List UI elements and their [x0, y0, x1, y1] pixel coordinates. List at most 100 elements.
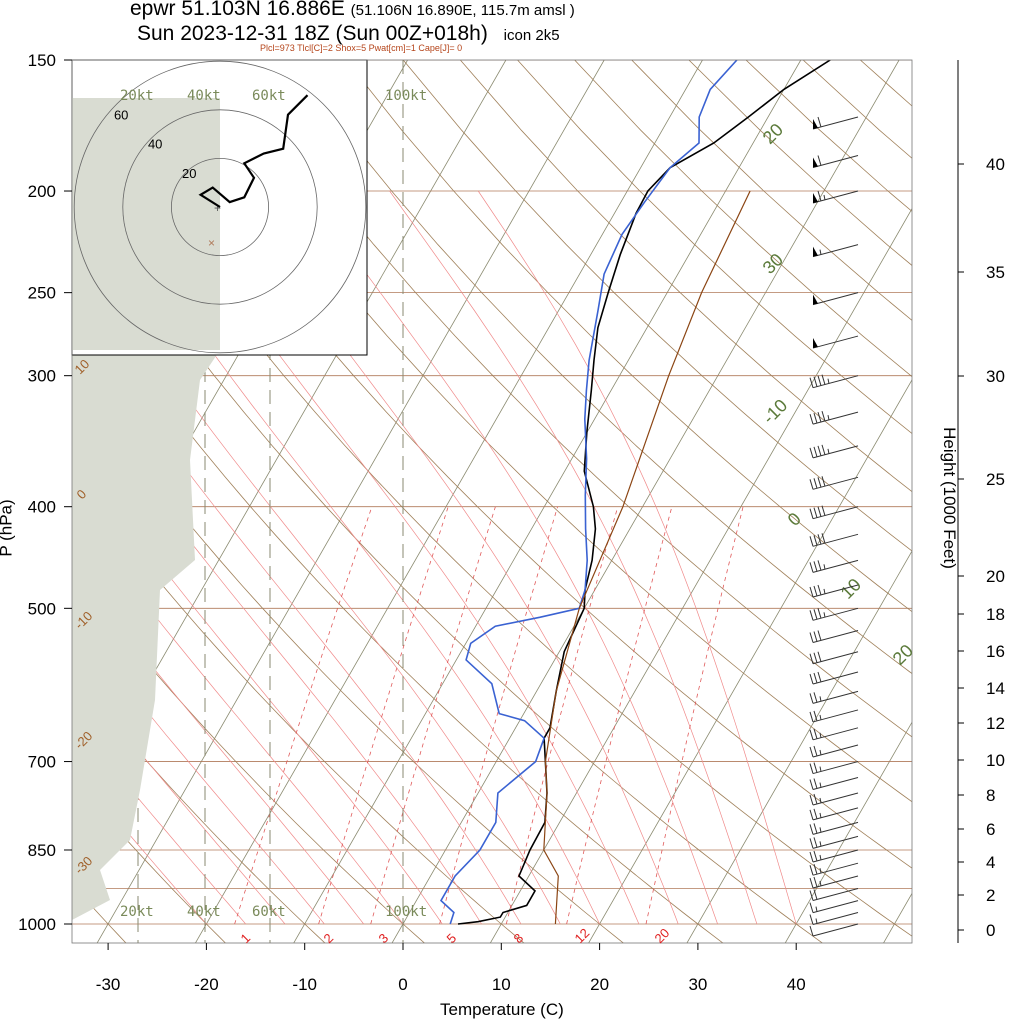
wind-barb	[809, 630, 859, 644]
barb-full	[813, 561, 818, 572]
barb-staff	[812, 292, 859, 306]
height-tick-label: 10	[986, 751, 1005, 770]
wind-barb	[809, 875, 859, 889]
speed-label-bottom: 60kt	[252, 904, 286, 920]
barb-half	[819, 812, 822, 819]
moist-adiabat-line	[72, 506, 404, 925]
dry-adiabat-line	[72, 78, 912, 937]
hodograph-ring-label: 40	[148, 137, 162, 152]
datetime-label: Sun 2023-12-31 18Z (Sun 00Z+018h)	[137, 22, 488, 45]
barb-flag	[813, 193, 818, 204]
barb-half	[819, 766, 822, 772]
isotherm-label: 30	[759, 250, 787, 278]
speed-label-bottom: 20kt	[120, 904, 154, 920]
barb-full	[817, 560, 822, 571]
barb-full	[813, 876, 818, 888]
hodograph-ring	[73, 60, 367, 354]
wind-barb	[812, 190, 859, 204]
barb-full	[809, 824, 814, 835]
barb-full	[809, 508, 814, 519]
parcel-params: Plcl=973 Tlcl[C]=2 Shox=5 Pwat[cm]=1 Cap…	[260, 43, 463, 53]
height-tick-label: 14	[986, 679, 1005, 698]
barb-full	[809, 586, 814, 598]
p-tick-label: 150	[28, 51, 56, 70]
barb-half	[819, 854, 822, 861]
barb-full	[821, 533, 826, 544]
barb-full	[813, 507, 818, 518]
mixing-ratio-lines	[234, 506, 744, 925]
height-tick-label: 6	[986, 820, 995, 839]
barb-half	[815, 918, 818, 924]
dry-adiabat-line	[288, 60, 912, 675]
x-tick-label: 40	[787, 975, 806, 994]
barb-full	[809, 377, 814, 388]
wind-barb	[809, 761, 859, 775]
x-tick-label: 10	[492, 975, 511, 994]
barb-full	[817, 477, 822, 488]
speed-label-top: 100kt	[385, 88, 427, 104]
isotherm-line	[489, 207, 912, 943]
wind-barb	[812, 292, 859, 306]
barb-full	[809, 729, 814, 740]
barb-full	[813, 672, 818, 684]
barb-full	[809, 653, 814, 664]
wind-barb	[809, 862, 859, 876]
wind-barb	[809, 533, 859, 547]
barb-full	[809, 877, 814, 889]
wind-barbs	[809, 116, 859, 937]
wind-barb	[809, 559, 859, 573]
wind-barb	[809, 690, 859, 704]
moist-adiabat-line	[72, 226, 561, 925]
p-tick-label: 200	[28, 182, 56, 201]
barb-full	[813, 376, 818, 387]
barb-full	[809, 562, 814, 573]
dry-adiabat-line	[574, 60, 912, 378]
barb-staff	[812, 335, 859, 349]
p-tick-label: 250	[28, 284, 56, 303]
moist-adiabat-line	[230, 190, 679, 925]
height-tick-label: 30	[986, 367, 1005, 386]
x-tick-label: -20	[194, 975, 219, 994]
barb-flag	[813, 294, 818, 305]
barb-full	[817, 584, 822, 596]
barb-full	[813, 710, 818, 722]
barb-full	[809, 902, 814, 913]
mixing-ratio-line	[439, 506, 558, 925]
isotherm-line	[784, 721, 912, 943]
chart-title-station: epwr 51.103N 16.886E (51.106N 16.890E, 1…	[130, 0, 575, 21]
chart-title-datetime: Sun 2023-12-31 18Z (Sun 00Z+018h) icon 2…	[137, 22, 560, 46]
height-tick-label: 16	[986, 642, 1005, 661]
axes: -30 -20 -10 0 10 20 30 401000850700500400300250…	[18, 51, 1005, 994]
barb-full	[809, 794, 814, 806]
barb-full	[813, 728, 818, 739]
wind-barb	[809, 777, 859, 791]
height-tick-label: 4	[986, 853, 995, 872]
barb-full	[813, 837, 818, 848]
profile-lines	[439, 60, 831, 925]
barb-full	[813, 808, 818, 820]
mixing-ratio-line	[370, 506, 496, 925]
barb-full	[817, 445, 822, 457]
dry-adiabat-line	[72, 570, 425, 943]
barb-full	[813, 762, 818, 773]
barb-full	[817, 651, 822, 662]
wind-barb	[812, 155, 859, 168]
barb-full	[813, 478, 818, 489]
hodograph-motion: ×	[208, 236, 215, 250]
barb-half	[827, 378, 830, 384]
mixing-ratio-label: 2	[321, 930, 337, 946]
isotherm-line	[293, 60, 802, 943]
barb-full	[813, 631, 818, 642]
wind-barb	[809, 671, 859, 685]
barb-half	[827, 448, 830, 454]
isotherm-line	[194, 60, 703, 943]
barb-full	[813, 889, 818, 900]
moist-adiabat-line	[72, 716, 246, 925]
barb-half	[819, 714, 822, 721]
dry-adiabat-line	[402, 60, 912, 552]
y-axis-label: P (hPa)	[0, 499, 16, 556]
barb-full	[813, 412, 818, 424]
barb-half	[819, 696, 822, 702]
isotherm-line	[686, 550, 912, 943]
